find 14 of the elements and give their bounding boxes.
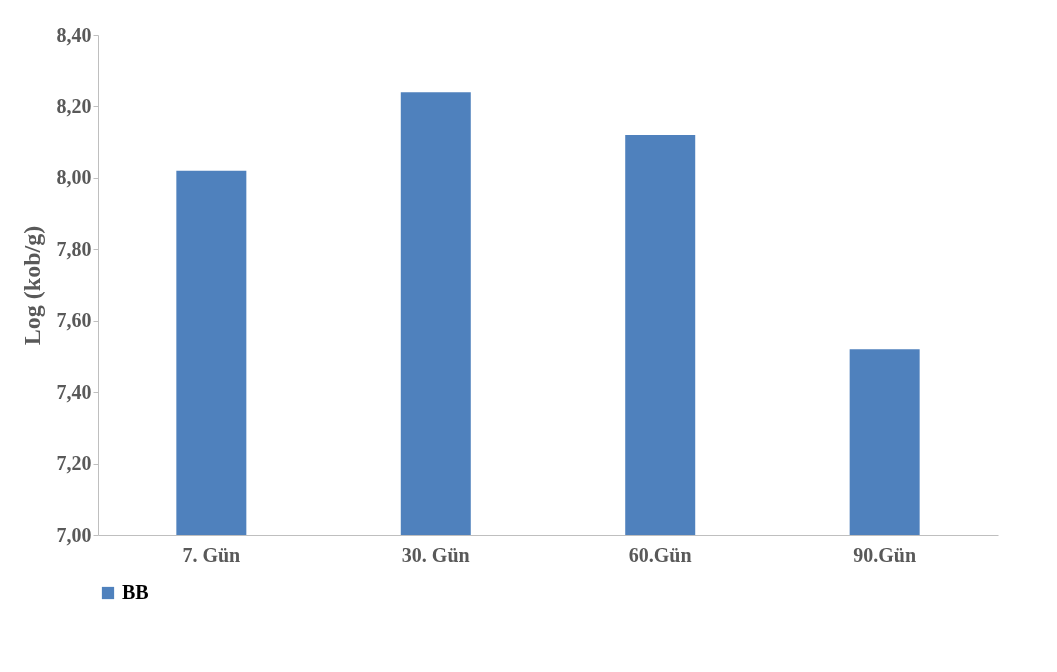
y-axis-title: Log (kob/g) (18, 225, 45, 346)
y-tick-label: 7,40 (56, 380, 92, 403)
y-tick-label: 7,60 (56, 309, 92, 332)
y-tick-label: 7,00 (56, 523, 92, 546)
y-tick-label: 8,00 (56, 166, 92, 189)
x-tick-label: 7. Gün (182, 543, 241, 566)
y-tick-label: 7,20 (56, 452, 92, 475)
y-tick-label: 8,20 (56, 94, 92, 117)
x-tick-label: 30. Gün (401, 543, 470, 566)
y-tick-label: 7,80 (56, 237, 92, 260)
y-tick-label: 8,40 (56, 23, 92, 46)
x-tick-label: 90.Gün (853, 543, 917, 566)
x-tick-label: 60.Gün (628, 543, 692, 566)
legend-label: BB (122, 581, 149, 603)
